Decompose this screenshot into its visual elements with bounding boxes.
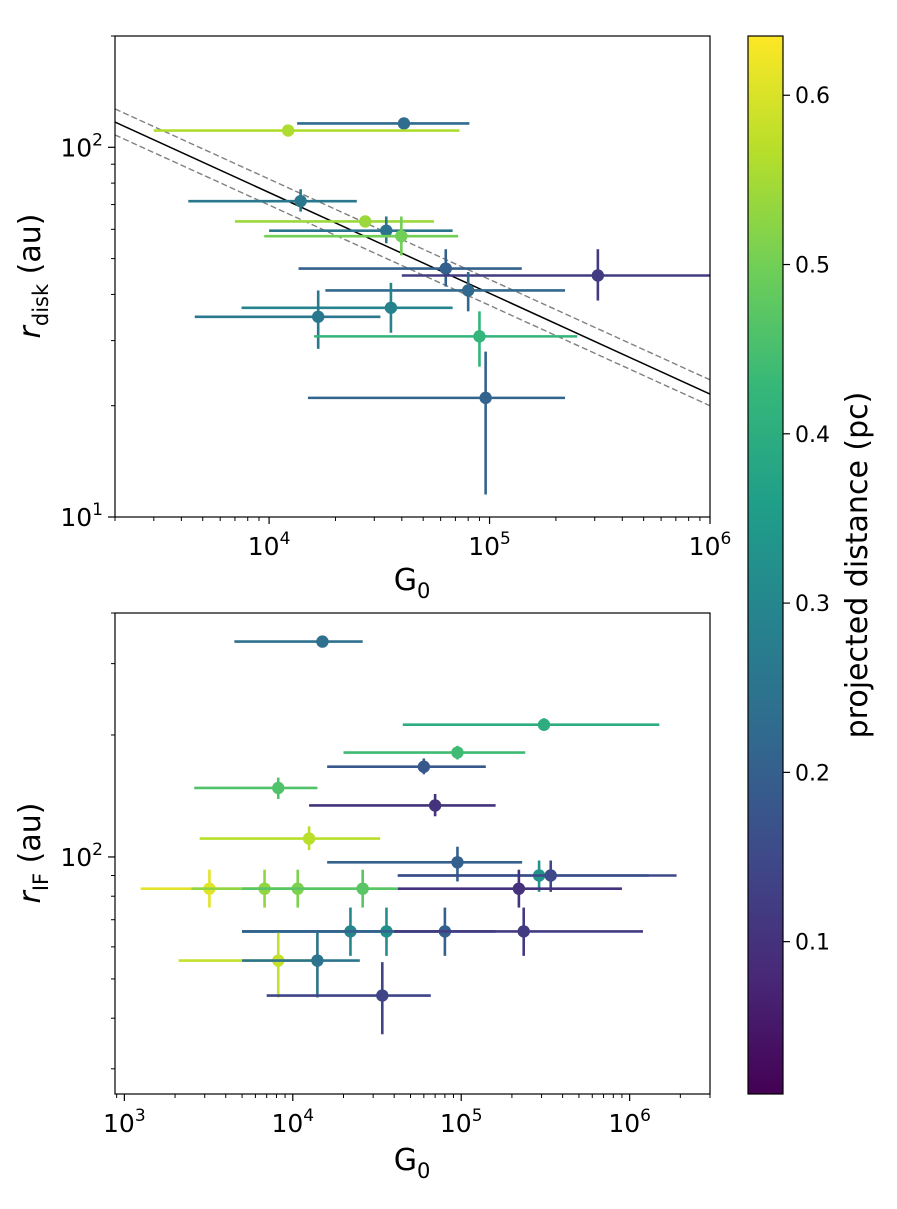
bottom-data-point [394,907,643,956]
top-data-point [264,216,459,256]
bottom-marker [376,989,389,1002]
top-marker [281,124,295,137]
bottom-plot-area [115,613,710,1094]
colorbar: 0.1 0.2 0.3 0.4 0.5 0.6 projected distance (p… [747,35,875,1095]
bottom-marker [417,760,431,773]
bottom-marker [311,954,324,967]
top-data-point [298,249,522,287]
bottom-marker [451,856,464,869]
bottom-data-point [402,718,660,731]
bottom-data-point [234,635,363,648]
bottom-marker [517,925,530,938]
top-x-tick-label: 106 [689,529,732,561]
top-y-tick-label: 102 [60,130,103,162]
top-data-point [307,351,566,495]
top-x-tick-label: 104 [248,529,291,561]
top-x-tick-label: 105 [468,529,511,561]
bottom-marker [302,832,316,845]
bottom-marker [316,635,329,648]
bottom-marker [356,882,369,895]
top-marker [380,224,393,237]
bottom-x-tick-label: 103 [103,1106,146,1138]
top-data-point [194,290,381,349]
top-data-point [297,117,470,130]
top-data-point [153,124,460,137]
top-data-point [241,282,453,333]
top-data-points [153,117,710,495]
top-axes-frame [114,35,711,518]
top-data-point [325,271,566,312]
colorbar-tick-label: 0.5 [795,254,830,279]
top-marker [461,284,475,297]
top-marker [395,229,408,243]
top-marker [479,391,492,405]
bottom-marker [537,718,551,731]
top-marker [359,215,372,228]
top-fit-line [115,121,710,395]
bottom-data-point [199,826,381,851]
top-fit-lines [115,108,710,407]
colorbar-tick-label: 0.2 [795,761,830,786]
colorbar-ticks: 0.1 0.2 0.3 0.4 0.5 0.6 [783,84,830,956]
bottom-marker [428,799,442,812]
bottom-marker [272,781,285,795]
bottom-marker [451,746,464,759]
top-marker [591,269,605,282]
bottom-data-point [242,869,398,908]
bottom-data-point [397,869,622,908]
bottom-data-point [242,932,360,998]
colorbar-label: projected distance (pc) [840,392,875,739]
bottom-x-tick-label: 105 [440,1106,483,1138]
bottom-marker [512,882,526,895]
top-x-axis-label: G0 [394,563,431,603]
bottom-x-axis-label: G0 [394,1143,431,1183]
colorbar-tick-label: 0.4 [795,423,830,448]
bottom-data-point [266,962,431,1035]
bottom-data-point [194,777,318,800]
bottom-axes-frame [114,612,711,1095]
bottom-data-point [309,794,496,817]
top-axis-ticks: 104 105 106 101 102 [60,35,732,561]
top-marker [473,330,486,343]
bottom-axis-ticks: 103 104 105 106 102 [60,612,711,1138]
colorbar-bar [747,35,784,1095]
top-fit-bound-line [115,134,710,407]
top-data-point [188,189,357,212]
top-data-point [314,311,578,367]
bottom-x-tick-label: 106 [608,1106,651,1138]
top-fit-bound-line [115,108,710,381]
bottom-y-tick-label: 102 [60,840,103,872]
top-marker [294,194,307,208]
bottom-data-point [327,758,486,775]
bottom-data-point [343,745,526,760]
top-panel: 104 105 106 101 102 G0 rdisk (au) [13,35,732,603]
bottom-data-points [140,635,677,1035]
top-data-point [401,249,710,301]
top-data-point [269,216,453,244]
colorbar-tick-label: 0.1 [795,931,830,956]
bottom-marker [544,869,557,882]
bottom-panel: 103 104 105 106 102 G0 rIF (au) [13,612,711,1183]
top-marker [397,117,411,130]
top-y-axis-label: rdisk (au) [13,214,53,339]
top-marker [384,301,398,315]
top-y-tick-label: 101 [60,500,103,532]
colorbar-tick-label: 0.6 [795,84,830,109]
colorbar-tick-label: 0.3 [795,592,830,617]
top-marker [439,262,452,275]
bottom-y-axis-label: rIF (au) [13,803,53,904]
bottom-x-tick-label: 104 [271,1106,314,1138]
top-marker [311,310,325,323]
bottom-data-point [397,860,677,892]
